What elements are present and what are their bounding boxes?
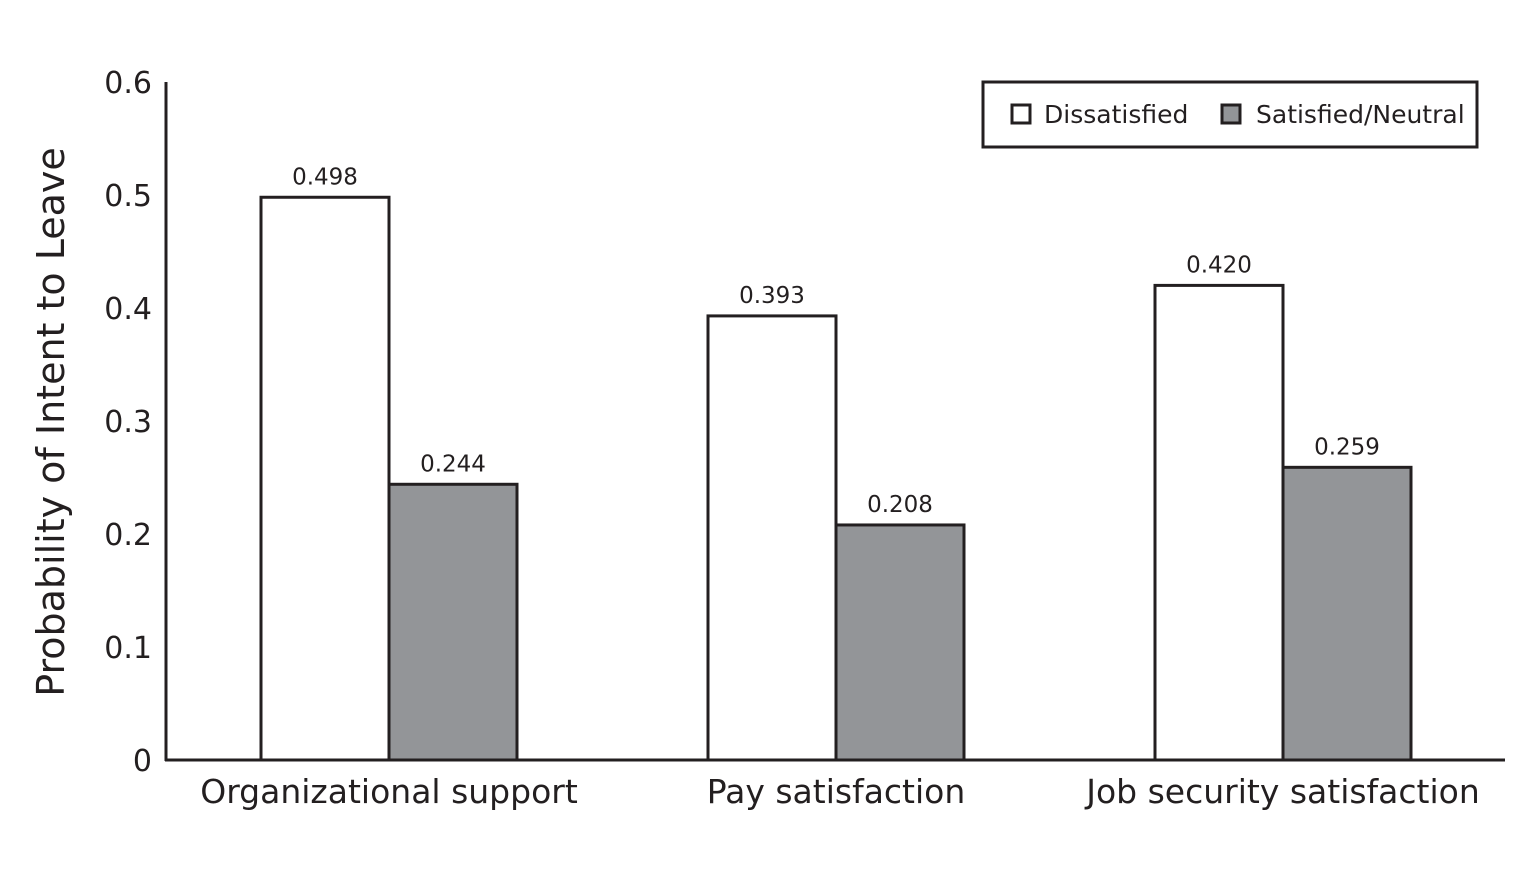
y-tick-label: 0.5	[104, 179, 152, 214]
y-tick-label: 0.2	[104, 518, 152, 553]
y-tick-label: 0.1	[104, 631, 152, 666]
y-tick-label: 0	[133, 744, 152, 779]
bar-satisfied-neutral	[1281, 465, 1413, 762]
data-label: 0.244	[420, 451, 486, 477]
data-label: 0.420	[1186, 252, 1252, 278]
bar-dissatisfied	[706, 314, 838, 762]
data-label: 0.393	[739, 283, 805, 309]
bar-satisfied-neutral	[387, 482, 519, 762]
legend: Dissatisfied Satisfied/Neutral	[981, 80, 1479, 149]
x-category-label: Job security satisfaction	[1084, 772, 1480, 811]
data-label: 0.208	[867, 492, 933, 518]
bar-dissatisfied	[1153, 283, 1285, 762]
x-category-label: Organizational support	[200, 772, 578, 811]
bar-dissatisfied	[259, 195, 391, 762]
bar-satisfied-neutral	[834, 523, 966, 762]
data-label: 0.498	[292, 164, 358, 190]
data-label: 0.259	[1314, 434, 1380, 460]
y-axis-label: Probability of Intent to Leave	[29, 147, 73, 697]
y-tick-label: 0.3	[104, 405, 152, 440]
legend-label-satisfied: Satisfied/Neutral	[1256, 100, 1465, 129]
legend-label-dissatisfied: Dissatisfied	[1044, 100, 1188, 129]
y-tick-label: 0.4	[104, 292, 152, 327]
legend-swatch-satisfied	[1220, 103, 1242, 125]
legend-swatch-dissatisfied	[1010, 103, 1032, 125]
x-category-label: Pay satisfaction	[707, 772, 966, 811]
y-tick-label: 0.6	[104, 66, 152, 101]
